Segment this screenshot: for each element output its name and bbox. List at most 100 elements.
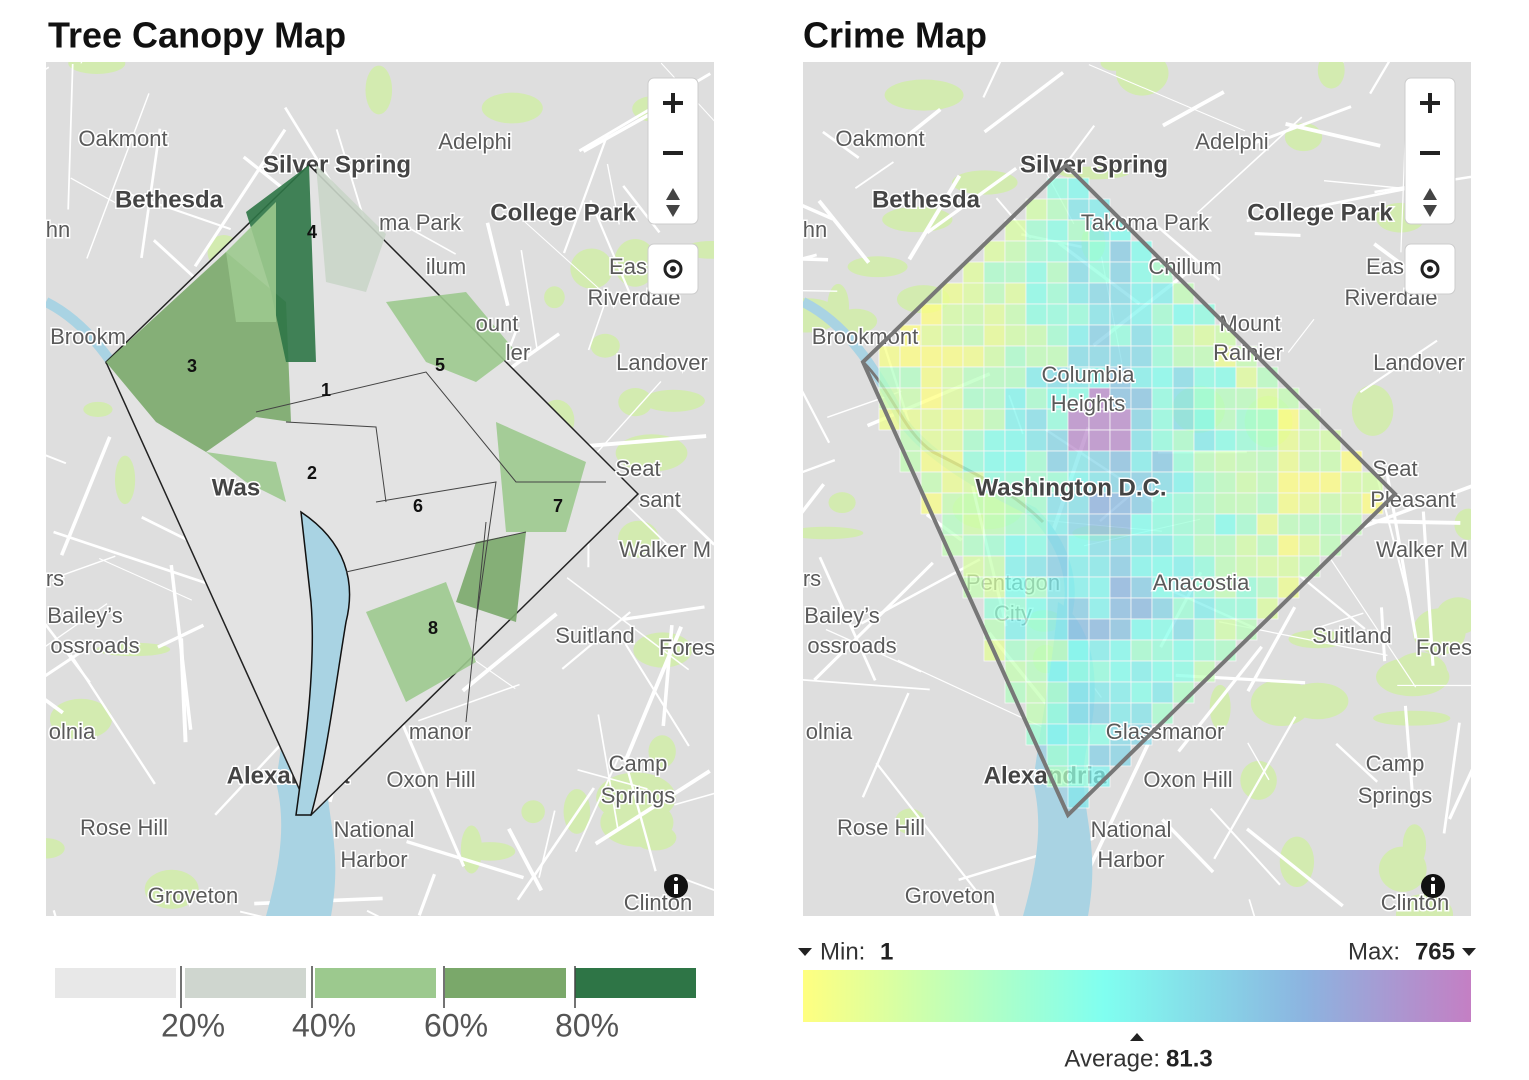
road	[1359, 339, 1438, 394]
place-label-major: Silver Spring	[1020, 151, 1168, 178]
place-label: Brookmont	[812, 324, 918, 349]
map-title: Tree Canopy Map	[48, 15, 346, 56]
grid-cell	[1109, 534, 1132, 557]
grid-cell	[1067, 177, 1090, 200]
grid-cell	[1298, 471, 1321, 494]
place-label: National	[334, 817, 415, 842]
basemap: Oakmont Adelphi Silver Spring Bethesda Colle…	[46, 62, 714, 916]
grid-cell	[1172, 387, 1195, 410]
grid-cell	[1088, 744, 1111, 767]
ward-boundary	[255, 371, 606, 483]
grid-cell	[1088, 534, 1111, 557]
grid-cell	[1277, 471, 1300, 494]
grid-cell	[1130, 534, 1153, 557]
place-label: olnia	[49, 719, 96, 744]
place-label-major: Bethesda	[872, 186, 981, 213]
grid-cell	[983, 282, 1006, 305]
zoom-in[interactable]	[663, 93, 683, 113]
road	[46, 603, 108, 647]
place-label: Mount	[1219, 311, 1280, 336]
place-label-major: College Park	[490, 199, 636, 226]
grid-cell	[1193, 324, 1216, 347]
park	[847, 256, 908, 278]
grid-cell	[941, 303, 964, 326]
grid-cell	[1193, 639, 1216, 662]
grid-cell	[1067, 660, 1090, 683]
zoom-in[interactable]	[1420, 93, 1440, 113]
grid-cell	[983, 366, 1006, 389]
grid-cell	[1109, 597, 1132, 620]
grid-cell	[1151, 597, 1174, 620]
place-label-major: Silver Spring	[263, 151, 411, 178]
compass[interactable]	[666, 188, 680, 217]
place-label: Riverdale	[588, 285, 681, 310]
road	[982, 62, 1002, 98]
grid-cell	[920, 387, 943, 410]
grid-cell	[1235, 408, 1258, 431]
place-label: olnia	[806, 719, 853, 744]
grid-cell	[1130, 660, 1153, 683]
grid-cell	[1067, 261, 1090, 284]
park	[1100, 62, 1128, 71]
road	[1328, 556, 1417, 688]
grid-cell	[1277, 576, 1300, 599]
road	[983, 71, 1065, 134]
ward-boundary	[375, 481, 497, 623]
color-ramp	[803, 970, 1471, 1022]
grid-cell	[1172, 282, 1195, 305]
place-label: Suitland	[555, 623, 635, 648]
park	[144, 869, 199, 909]
grid-cell	[1025, 702, 1048, 725]
legend-swatch	[315, 968, 436, 998]
grid-cell	[1298, 492, 1321, 515]
place-label-major: Bethesda	[115, 186, 224, 213]
grid-cell	[962, 534, 985, 557]
grid-cell	[1088, 303, 1111, 326]
legend-swatch	[575, 968, 696, 998]
road	[46, 454, 67, 465]
compass[interactable]	[1423, 188, 1437, 217]
place-label: National	[1091, 817, 1172, 842]
road	[52, 555, 116, 580]
average-marker	[1130, 1033, 1144, 1041]
road	[507, 827, 543, 892]
legend-swatch	[185, 968, 306, 998]
grid-cell	[1256, 513, 1279, 536]
park	[570, 248, 613, 289]
crime-map[interactable]: Oakmont Adelphi Silver Spring Bethesda Colle…	[644, 0, 1529, 974]
grid-cell	[1046, 198, 1069, 221]
road	[1287, 318, 1315, 353]
place-label: Bailey’s	[804, 603, 879, 628]
tree-map[interactable]: Oakmont Adelphi Silver Spring Bethesda Colle…	[0, 0, 750, 1035]
road	[1372, 519, 1461, 525]
grid-cell	[1025, 660, 1048, 683]
place-label: Oakmont	[78, 126, 167, 151]
grid-cell	[1067, 240, 1090, 263]
park	[365, 65, 393, 115]
place-label: Landover	[1373, 350, 1465, 375]
min-label: Min:	[820, 938, 865, 965]
road	[803, 203, 834, 221]
grid-cell	[962, 387, 985, 410]
grid-cell	[1277, 429, 1300, 452]
road	[1162, 90, 1225, 128]
max-value: 765	[1415, 938, 1455, 965]
grid-cell	[920, 450, 943, 473]
place-label: Heights	[1051, 391, 1126, 416]
road	[86, 93, 150, 259]
canopy-area	[386, 292, 516, 382]
road	[1319, 612, 1364, 628]
grid-cell	[941, 471, 964, 494]
road	[825, 628, 922, 673]
road	[589, 199, 631, 294]
road	[875, 762, 981, 896]
road	[46, 66, 50, 70]
grid-cell	[962, 303, 985, 326]
place-label-major: Was	[212, 474, 260, 501]
place-label: Oakmont	[835, 126, 924, 151]
grid-cell	[1319, 429, 1342, 452]
road	[1421, 511, 1435, 666]
grid-cell	[941, 387, 964, 410]
road	[803, 483, 826, 514]
place-label: Groveton	[905, 883, 996, 908]
